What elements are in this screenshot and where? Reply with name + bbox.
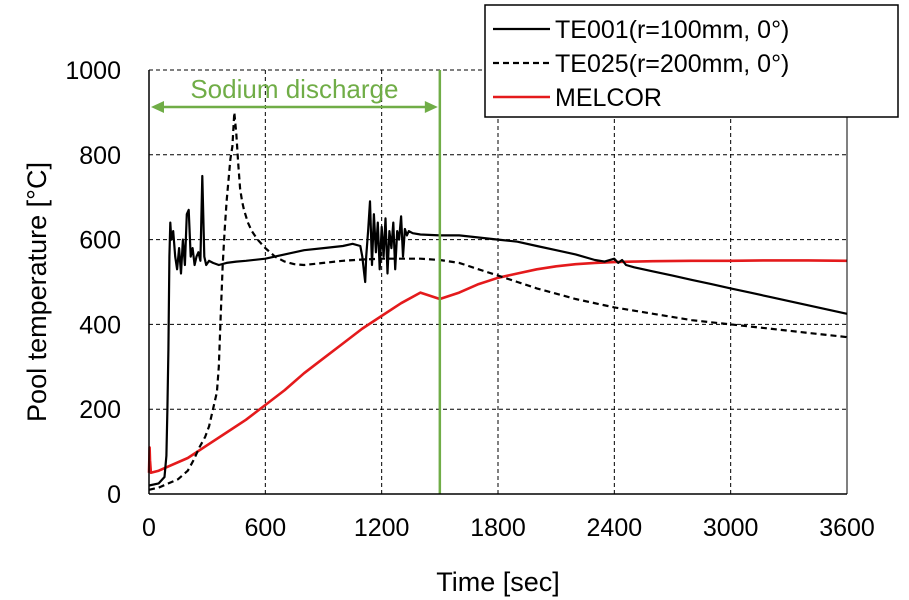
series-line-3 [147, 259, 848, 475]
legend-label-1: TE001(r=100mm, 0°) [555, 16, 789, 44]
series-line-1 [148, 174, 848, 487]
series-layer [147, 111, 848, 491]
annotation-label: Sodium discharge [190, 74, 398, 104]
x-tick-label: 1800 [470, 514, 526, 542]
legend-box [484, 4, 899, 118]
x-tick-label: 1200 [354, 514, 410, 542]
y-tick-label: 0 [107, 481, 121, 509]
x-tick-label: 2400 [587, 514, 643, 542]
x-tick-label: 600 [244, 514, 286, 542]
series-line-2 [148, 111, 848, 491]
x-tick-label: 0 [142, 514, 156, 542]
x-tick-label: 3600 [819, 514, 875, 542]
annotation-layer: Sodium discharge [151, 70, 442, 494]
legend: TE001(r=100mm, 0°) TE025(r=200mm, 0°) MELC… [484, 4, 899, 118]
axes [148, 70, 848, 495]
y-tick-label: 400 [79, 311, 121, 339]
arrowhead-right [424, 101, 438, 113]
tick-labels: 0 600 1200 1800 2400 3000 3600 0 200 400 600 800 100… [65, 57, 874, 542]
legend-label-2: TE025(r=200mm, 0°) [555, 50, 789, 78]
x-tick-label: 3000 [703, 514, 759, 542]
y-tick-label: 600 [79, 227, 121, 255]
y-tick-label: 200 [79, 396, 121, 424]
arrowhead-left [151, 101, 164, 113]
y-axis-title: Pool temperature [°C] [22, 162, 52, 422]
x-axis-title: Time [sec] [436, 567, 560, 597]
y-tick-label: 800 [79, 142, 121, 170]
legend-label-3: MELCOR [555, 84, 662, 112]
y-tick-label: 1000 [65, 57, 121, 85]
